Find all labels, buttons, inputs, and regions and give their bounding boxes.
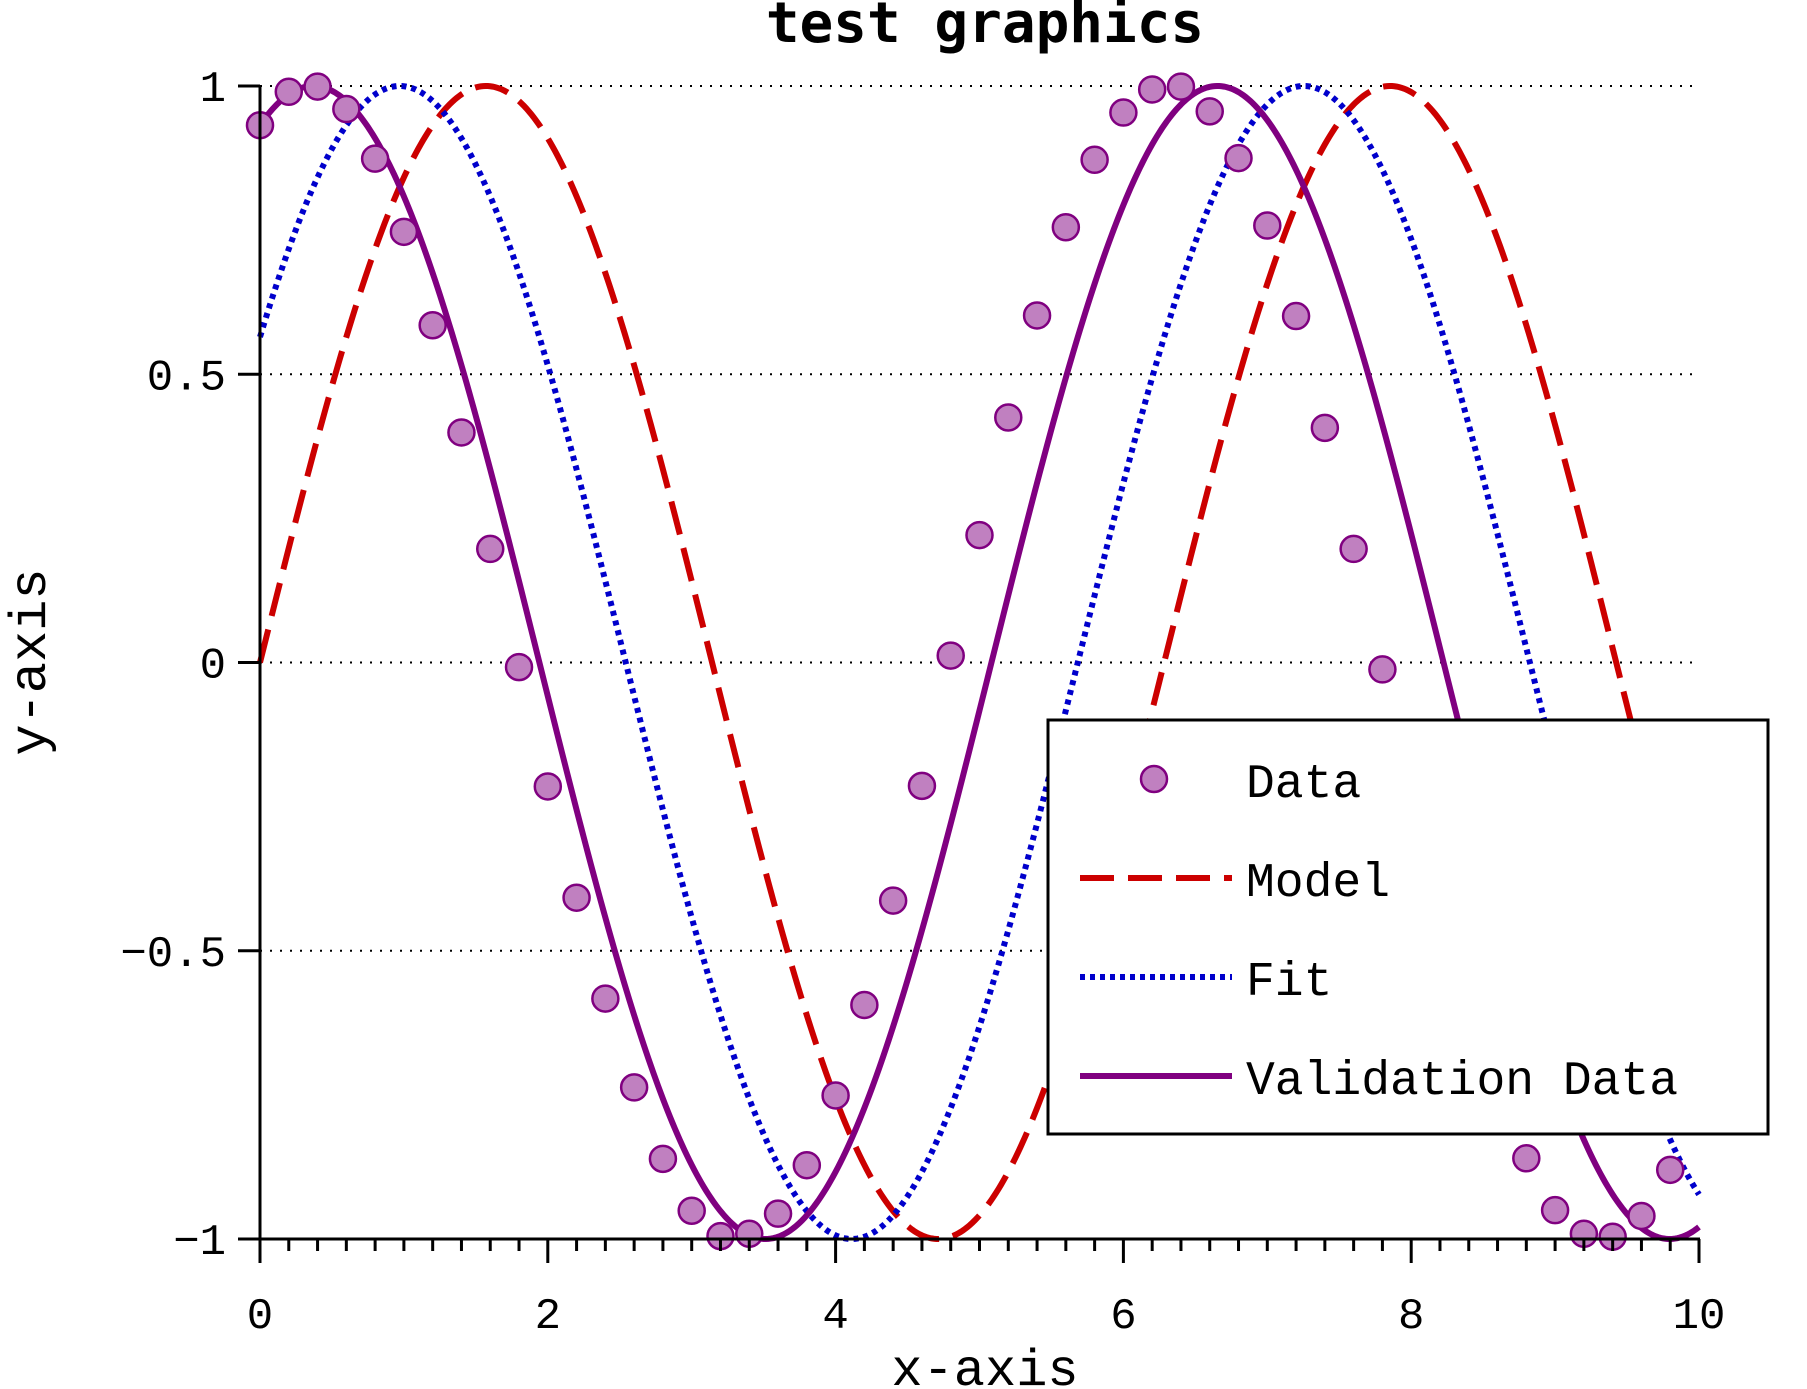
data-point xyxy=(792,1150,822,1180)
series-line-model xyxy=(257,82,1702,1242)
x-tick-label: 2 xyxy=(535,1292,561,1342)
x-tick-label: 6 xyxy=(1110,1292,1136,1342)
data-point xyxy=(1512,1144,1541,1173)
data-point xyxy=(1281,301,1311,331)
data-point xyxy=(504,652,534,682)
data-point xyxy=(936,641,965,670)
data-point xyxy=(648,1144,678,1174)
data-point xyxy=(562,883,591,912)
data-point xyxy=(332,94,361,124)
data-point xyxy=(821,1081,850,1110)
y-tick-label: −0.5 xyxy=(120,930,226,980)
data-point xyxy=(1166,72,1196,101)
data-point xyxy=(303,72,332,101)
tick-labels: 0 2 4 6 8 10 −1 −0.5 0 0.5 1 xyxy=(120,65,1725,1342)
data-point xyxy=(1137,75,1167,104)
legend-label-validation: Validation Data xyxy=(1246,1055,1678,1109)
x-tick-label: 8 xyxy=(1398,1292,1424,1342)
y-tick-label: −1 xyxy=(173,1218,226,1268)
data-point xyxy=(274,77,304,107)
data-point xyxy=(1368,655,1397,684)
data-point xyxy=(677,1196,706,1226)
data-point xyxy=(389,217,419,247)
data-point xyxy=(619,1073,649,1102)
data-point xyxy=(1022,301,1052,330)
data-point xyxy=(418,310,447,340)
data-point xyxy=(965,520,994,550)
axis-ticks xyxy=(238,84,1701,1263)
x-tick-label: 4 xyxy=(822,1292,848,1342)
legend-label-data: Data xyxy=(1246,758,1361,812)
legend-label-fit: Fit xyxy=(1246,956,1332,1010)
data-point xyxy=(878,886,908,915)
y-tick-label: 0.5 xyxy=(147,353,226,403)
data-point xyxy=(533,772,563,801)
data-point xyxy=(1339,534,1368,564)
y-axis-label: y-axis xyxy=(2,568,61,755)
data-point xyxy=(447,418,476,447)
y-tick-label: 0 xyxy=(200,642,226,692)
legend-label-model: Model xyxy=(1246,857,1390,911)
data-point xyxy=(591,984,620,1013)
data-point xyxy=(1310,413,1340,443)
data-point xyxy=(1224,143,1253,173)
data-point xyxy=(763,1199,793,1228)
data-point xyxy=(994,403,1023,432)
legend-marker-data xyxy=(1139,764,1169,794)
data-point xyxy=(1655,1155,1685,1185)
y-tick-label: 1 xyxy=(200,65,226,115)
data-point xyxy=(1253,211,1282,240)
data-point xyxy=(850,990,879,1020)
data-point xyxy=(475,534,505,564)
data-point xyxy=(1627,1201,1656,1231)
data-point xyxy=(1195,97,1224,126)
data-point xyxy=(1109,98,1138,127)
x-tick-label: 10 xyxy=(1673,1292,1726,1342)
data-point xyxy=(360,144,390,173)
chart-title: test graphics xyxy=(766,0,1204,56)
x-tick-label: 0 xyxy=(247,1292,273,1342)
data-point xyxy=(1540,1195,1570,1225)
legend: Data Model Fit Validation Data xyxy=(1046,718,1770,1136)
series-line-fit xyxy=(257,82,1702,1242)
x-axis-label: x-axis xyxy=(891,1342,1078,1389)
data-point xyxy=(1051,212,1081,242)
data-point xyxy=(907,771,937,801)
legend-box xyxy=(1046,718,1770,1136)
data-point xyxy=(1080,145,1109,175)
